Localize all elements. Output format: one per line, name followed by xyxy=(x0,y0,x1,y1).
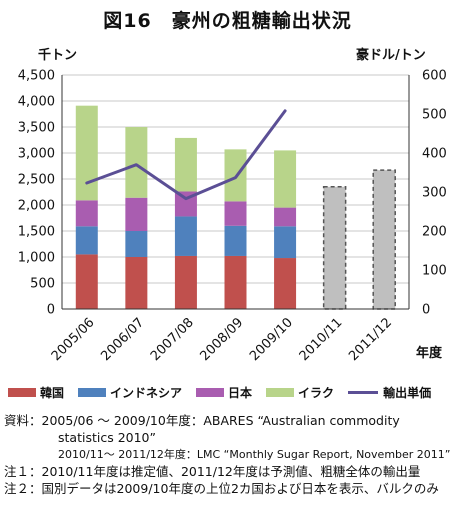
bar-segment xyxy=(224,225,247,256)
legend-item-export-price: 輸出単価 xyxy=(348,384,431,401)
legend-label-export-price: 輸出単価 xyxy=(383,385,432,400)
left-axis-tick-label: 1,500 xyxy=(18,225,55,240)
right-axis-tick-label: 600 xyxy=(422,69,447,84)
forecast-bar xyxy=(322,186,347,310)
source-row-3: 2010/11～ 2011/12年度：LMC “Monthly Sugar Re… xyxy=(4,446,454,463)
source-line-1: 2005/06 ～ 2009/10年度：ABARES “Australian c… xyxy=(41,413,400,428)
source-line-2: statistics 2010” xyxy=(58,430,156,445)
legend-label-korea: 韓国 xyxy=(40,385,65,400)
bar-segment xyxy=(75,200,98,227)
x-axis-tick-label: 2011/12 xyxy=(346,315,395,364)
x-axis-tick-label: 2009/10 xyxy=(247,315,296,364)
left-axis-tick-label: 2,500 xyxy=(18,173,55,188)
bar-segment xyxy=(174,216,197,256)
price-line-layer xyxy=(85,109,287,201)
axes xyxy=(61,75,410,310)
note-1-row: 注１： 2010/11年度は推定値、2011/12年度は予測値、粗糖全体の輸出量 xyxy=(4,463,454,480)
bar-segment xyxy=(174,137,197,192)
legend-item-korea: 韓国 xyxy=(8,384,64,401)
left-axis-tick-label: 500 xyxy=(30,277,55,292)
legend-swatch-indonesia xyxy=(78,387,107,397)
x-axis-tick-label: 2010/11 xyxy=(297,315,346,364)
x-axis-tick-label: 2007/08 xyxy=(148,315,197,364)
left-axis-unit: 千トン xyxy=(38,48,78,63)
legend: 韓国 インドネシア 日本 イラク 輸出単価 xyxy=(8,382,453,402)
legend-item-japan: 日本 xyxy=(196,384,252,401)
right-axis-ticks: 600 500 400 300 200 100 0 xyxy=(422,69,447,318)
legend-swatch-export-price xyxy=(348,390,379,394)
right-axis-tick-label: 0 xyxy=(422,303,430,318)
bar-segment xyxy=(125,127,148,198)
legend-item-indonesia: インドネシア xyxy=(78,384,182,401)
left-axis-tick-label: 1,000 xyxy=(18,251,55,266)
export-price-line xyxy=(85,109,287,201)
legend-label-iraq: イラク xyxy=(298,385,335,400)
chart-plot: 4,500 4,000 3,500 3,000 2,500 2,000 1,500 1,000… xyxy=(18,69,447,365)
legend-label-japan: 日本 xyxy=(228,385,253,400)
bar-segment xyxy=(274,150,297,208)
chart-title: 図16 豪州の粗糖輸出状況 xyxy=(103,10,352,32)
source-row-2: statistics 2010” xyxy=(4,429,454,446)
note-1-text: 2010/11年度は推定値、2011/12年度は予測値、粗糖全体の輸出量 xyxy=(41,464,421,479)
x-axis-tick-label: 2008/09 xyxy=(198,315,247,364)
legend-item-iraq: イラク xyxy=(266,384,334,401)
right-axis-tick-label: 100 xyxy=(422,264,447,279)
legend-label-indonesia: インドネシア xyxy=(110,385,183,400)
x-axis-unit: 年度 xyxy=(416,346,443,361)
left-axis-tick-label: 4,500 xyxy=(18,69,55,84)
right-axis-tick-label: 300 xyxy=(422,186,447,201)
bar-group xyxy=(75,105,396,310)
bar-segment xyxy=(274,226,297,259)
legend-swatch-korea xyxy=(8,387,36,397)
left-axis-tick-label: 3,000 xyxy=(18,147,55,162)
source-row: 資料： 2005/06 ～ 2009/10年度：ABARES “Australi… xyxy=(4,412,454,429)
note-2-label: 注２： xyxy=(4,481,42,496)
bar-segment xyxy=(75,226,98,255)
note-2-text: 国別データは2009/10年度の上位2カ国および日本を表示、バルクのみ xyxy=(41,481,439,496)
x-axis-tick-label: 2005/06 xyxy=(49,315,98,364)
bar-segment xyxy=(75,105,98,201)
source-label: 資料： xyxy=(4,413,42,428)
right-axis-unit: 豪ドル/トン xyxy=(356,48,426,63)
x-axis-tick-label: 2006/07 xyxy=(98,315,147,364)
bar-segment xyxy=(125,231,148,257)
bar-segment xyxy=(174,255,197,309)
note-2-row: 注２： 国別データは2009/10年度の上位2カ国および日本を表示、バルクのみ xyxy=(4,480,454,497)
bar-segment xyxy=(274,258,297,309)
forecast-bar xyxy=(372,169,396,310)
left-axis-tick-label: 3,500 xyxy=(18,121,55,136)
bar-segment xyxy=(125,257,148,309)
bar-segment xyxy=(224,255,247,309)
bar-segment xyxy=(224,201,247,226)
x-axis-ticks: 2005/06 2006/07 2007/08 2008/09 2009/10 2010/… xyxy=(49,315,395,364)
right-axis-tick-label: 400 xyxy=(422,147,447,162)
left-axis-tick-label: 4,000 xyxy=(18,95,55,110)
right-axis-tick-label: 500 xyxy=(422,108,447,123)
bar-segment xyxy=(125,197,148,231)
bar-segment xyxy=(75,254,98,309)
note-1-label: 注１： xyxy=(4,464,42,479)
legend-swatch-iraq xyxy=(266,387,295,397)
source-line-3: 2010/11～ 2011/12年度：LMC “Monthly Sugar Re… xyxy=(58,448,451,461)
left-axis-tick-label: 0 xyxy=(47,303,55,318)
legend-swatch-japan xyxy=(196,387,225,397)
left-axis-tick-label: 2,000 xyxy=(18,199,55,214)
left-axis-ticks: 4,500 4,000 3,500 3,000 2,500 2,000 1,500 1,000… xyxy=(18,69,55,318)
right-axis-tick-label: 200 xyxy=(422,225,447,240)
bar-segment xyxy=(274,207,297,227)
footnotes: 資料： 2005/06 ～ 2009/10年度：ABARES “Australi… xyxy=(4,412,454,497)
